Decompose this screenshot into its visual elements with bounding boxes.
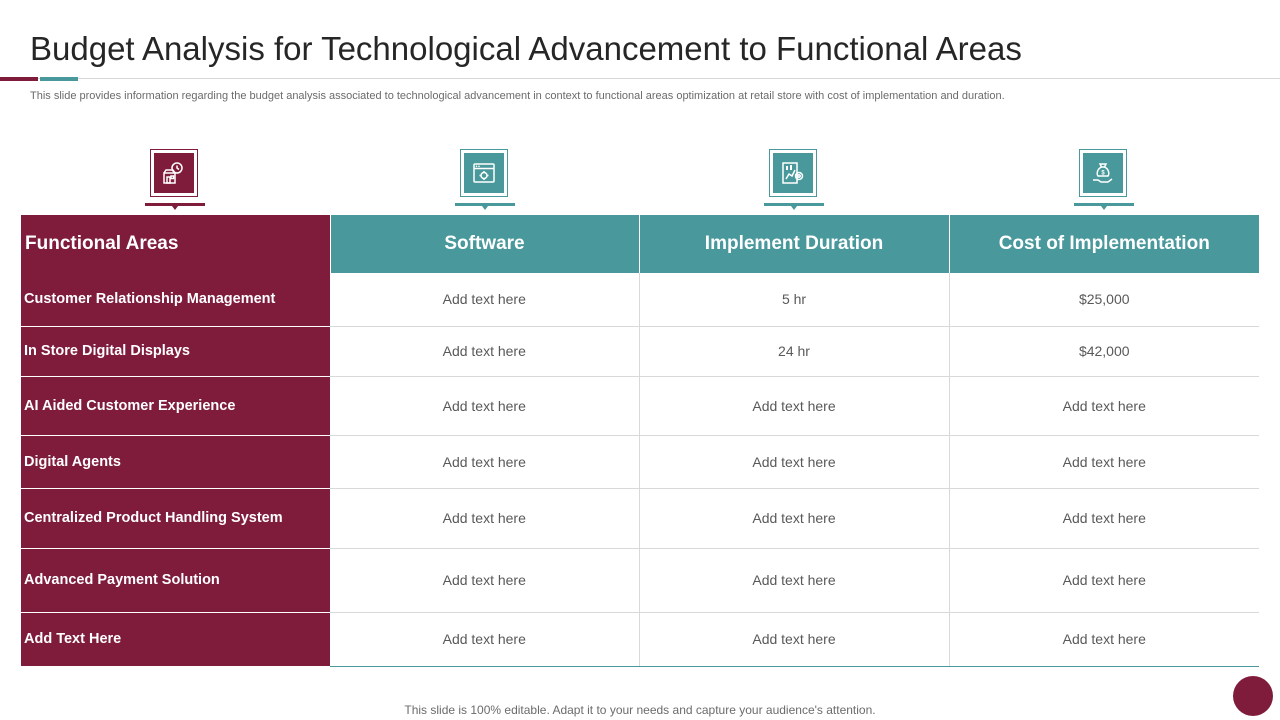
- cost-cell: Add text here: [949, 376, 1259, 436]
- cost-cell: Add text here: [949, 548, 1259, 613]
- column-icon-functional-areas: [145, 149, 205, 211]
- table-row: Add Text Here Add text here Add text her…: [21, 612, 1259, 667]
- table-row: Customer Relationship Management Add tex…: [21, 273, 1259, 327]
- column-icon-software: [455, 149, 515, 211]
- table-row: Digital Agents Add text here Add text he…: [21, 435, 1259, 489]
- functional-area-cell: Advanced Payment Solution: [21, 548, 330, 613]
- duration-cell: Add text here: [639, 488, 950, 549]
- functional-area-cell: Centralized Product Handling System: [21, 488, 330, 549]
- duration-cell: 5 hr: [639, 273, 950, 327]
- title-accent-maroon: [0, 77, 38, 81]
- money-bag-hand-icon: $: [1093, 163, 1113, 183]
- cost-cell: Add text here: [949, 488, 1259, 549]
- table-header-row: Functional Areas Software Implement Dura…: [21, 215, 1259, 273]
- header-cost-of-implementation: Cost of Implementation: [949, 215, 1259, 273]
- functional-area-cell: AI Aided Customer Experience: [21, 376, 330, 436]
- store-clock-icon: [163, 162, 183, 184]
- duration-cell: Add text here: [639, 612, 950, 667]
- table-row: Centralized Product Handling System Add …: [21, 488, 1259, 549]
- software-cell: Add text here: [330, 435, 640, 489]
- slide-subtitle: This slide provides information regardin…: [30, 90, 1005, 102]
- slide-footer: This slide is 100% editable. Adapt it to…: [404, 703, 876, 717]
- software-cell: Add text here: [330, 612, 640, 667]
- budget-table: Functional Areas Software Implement Dura…: [21, 215, 1259, 667]
- table-row: AI Aided Customer Experience Add text he…: [21, 376, 1259, 436]
- corner-decoration: [1233, 676, 1273, 716]
- icon-frame: [769, 149, 817, 197]
- column-icon-implement-duration: [764, 149, 824, 211]
- software-cell: Add text here: [330, 488, 640, 549]
- functional-area-cell: Customer Relationship Management: [21, 273, 330, 327]
- header-software: Software: [330, 215, 640, 273]
- title-accent-teal: [40, 77, 78, 81]
- software-cell: Add text here: [330, 548, 640, 613]
- table-row: Advanced Payment Solution Add text here …: [21, 548, 1259, 613]
- cost-cell: Add text here: [949, 435, 1259, 489]
- functional-area-cell: Add Text Here: [21, 612, 330, 666]
- cost-cell: $42,000: [949, 326, 1259, 377]
- software-cell: Add text here: [330, 376, 640, 436]
- software-cell: Add text here: [330, 326, 640, 377]
- svg-text:$: $: [1101, 171, 1105, 177]
- duration-cell: Add text here: [639, 376, 950, 436]
- icon-frame: [460, 149, 508, 197]
- slide-title: Budget Analysis for Technological Advanc…: [30, 30, 1022, 67]
- header-implement-duration: Implement Duration: [639, 215, 950, 273]
- column-icon-cost: $: [1074, 149, 1134, 211]
- title-divider: [0, 78, 1280, 79]
- duration-cell: Add text here: [639, 548, 950, 613]
- functional-area-cell: In Store Digital Displays: [21, 326, 330, 377]
- functional-area-cell: Digital Agents: [21, 435, 330, 489]
- cost-cell: $25,000: [949, 273, 1259, 327]
- cost-cell: Add text here: [949, 612, 1259, 667]
- duration-cell: Add text here: [639, 435, 950, 489]
- software-cell: Add text here: [330, 273, 640, 327]
- duration-cell: 24 hr: [639, 326, 950, 377]
- browser-gear-icon: [473, 163, 495, 183]
- table-row: In Store Digital Displays Add text here …: [21, 326, 1259, 377]
- header-functional-areas: Functional Areas: [21, 215, 331, 273]
- icon-frame: $: [1079, 149, 1127, 197]
- chart-gear-icon: [782, 162, 804, 184]
- icon-frame: [150, 149, 198, 197]
